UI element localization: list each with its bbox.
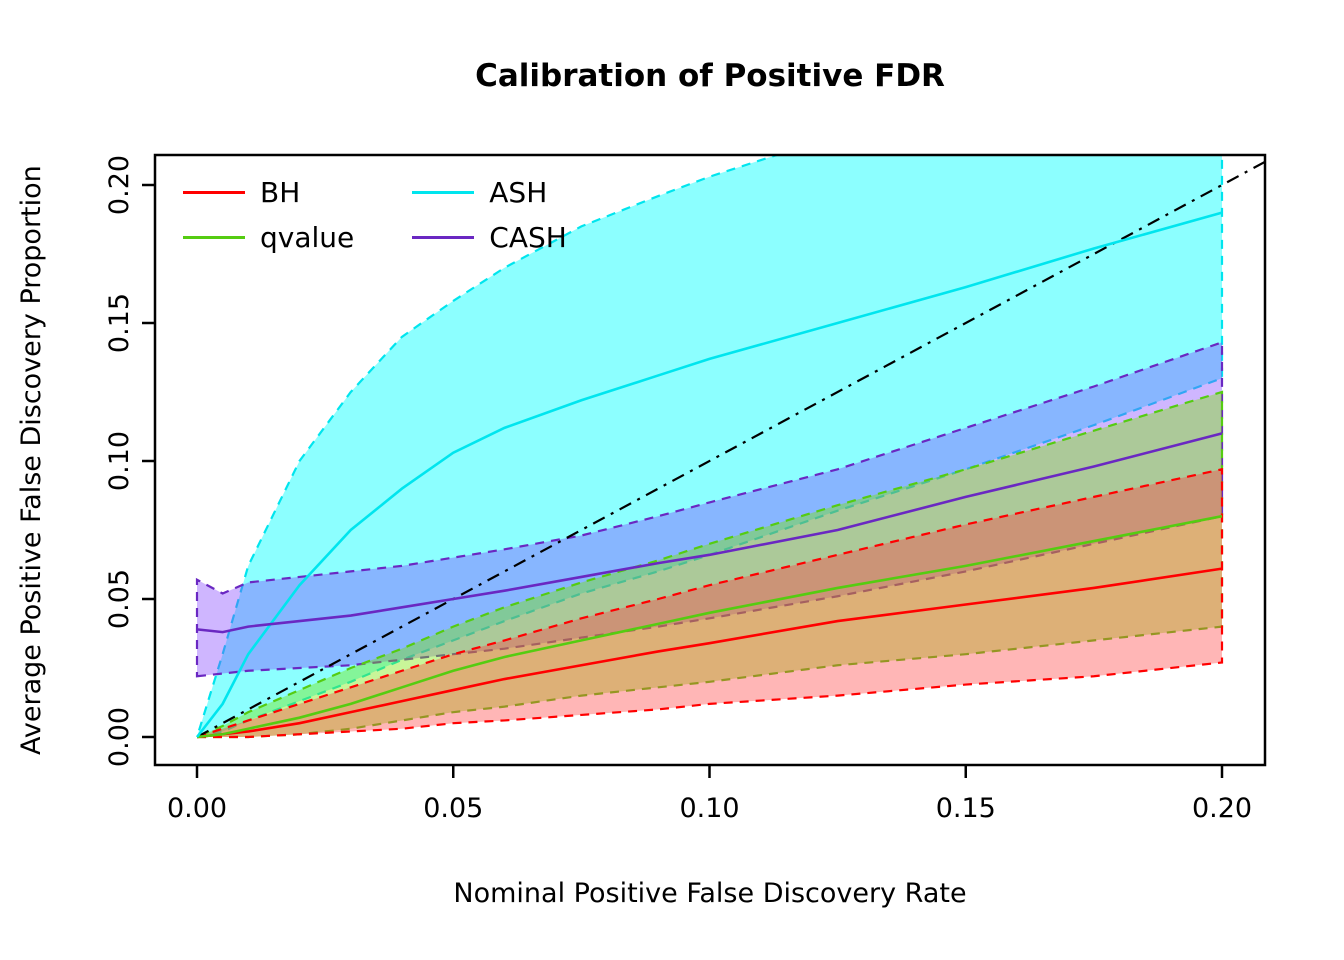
x-tick-label: 0.10 xyxy=(679,793,739,824)
x-tick-label: 0.00 xyxy=(167,793,227,824)
legend-item-ash: ASH xyxy=(412,176,567,209)
legend-item-cash: CASH xyxy=(412,221,567,254)
legend-label-ash: ASH xyxy=(489,176,548,209)
y-tick-label: 0.10 xyxy=(104,431,135,491)
legend-label-qvalue: qvalue xyxy=(260,221,355,254)
y-tick-label: 0.00 xyxy=(104,707,135,767)
legend: BH ASH qvalue CASH xyxy=(183,176,567,254)
qvalue-mean-line xyxy=(196,514,1223,739)
ash-mean-line xyxy=(195,211,1223,738)
legend-label-bh: BH xyxy=(260,176,301,209)
plot-area xyxy=(195,156,1264,739)
x-tick-label: 0.15 xyxy=(936,793,996,824)
x-tick-label: 0.05 xyxy=(423,793,483,824)
x-tick-label: 0.20 xyxy=(1192,793,1252,824)
y-axis-label: Average Positive False Discovery Proport… xyxy=(16,165,47,755)
legend-line-bh xyxy=(183,191,245,194)
legend-line-qvalue xyxy=(183,236,245,239)
chart-title: Calibration of Positive FDR xyxy=(475,58,945,94)
qvalue-confidence-band xyxy=(196,390,1224,739)
legend-line-ash xyxy=(412,191,475,194)
legend-item-bh: BH xyxy=(183,176,354,209)
cash-confidence-band xyxy=(195,340,1224,678)
legend-item-qvalue: qvalue xyxy=(183,221,354,254)
legend-label-cash: CASH xyxy=(489,221,567,254)
legend-line-cash xyxy=(412,236,475,239)
y-tick-label: 0.05 xyxy=(104,569,135,629)
x-axis-label: Nominal Positive False Discovery Rate xyxy=(453,878,967,909)
identity-reference-line xyxy=(196,161,1264,738)
y-tick-label: 0.15 xyxy=(104,293,135,353)
y-tick-label: 0.20 xyxy=(104,155,135,215)
bh-mean-line xyxy=(196,567,1223,739)
cash-mean-line xyxy=(196,432,1223,634)
